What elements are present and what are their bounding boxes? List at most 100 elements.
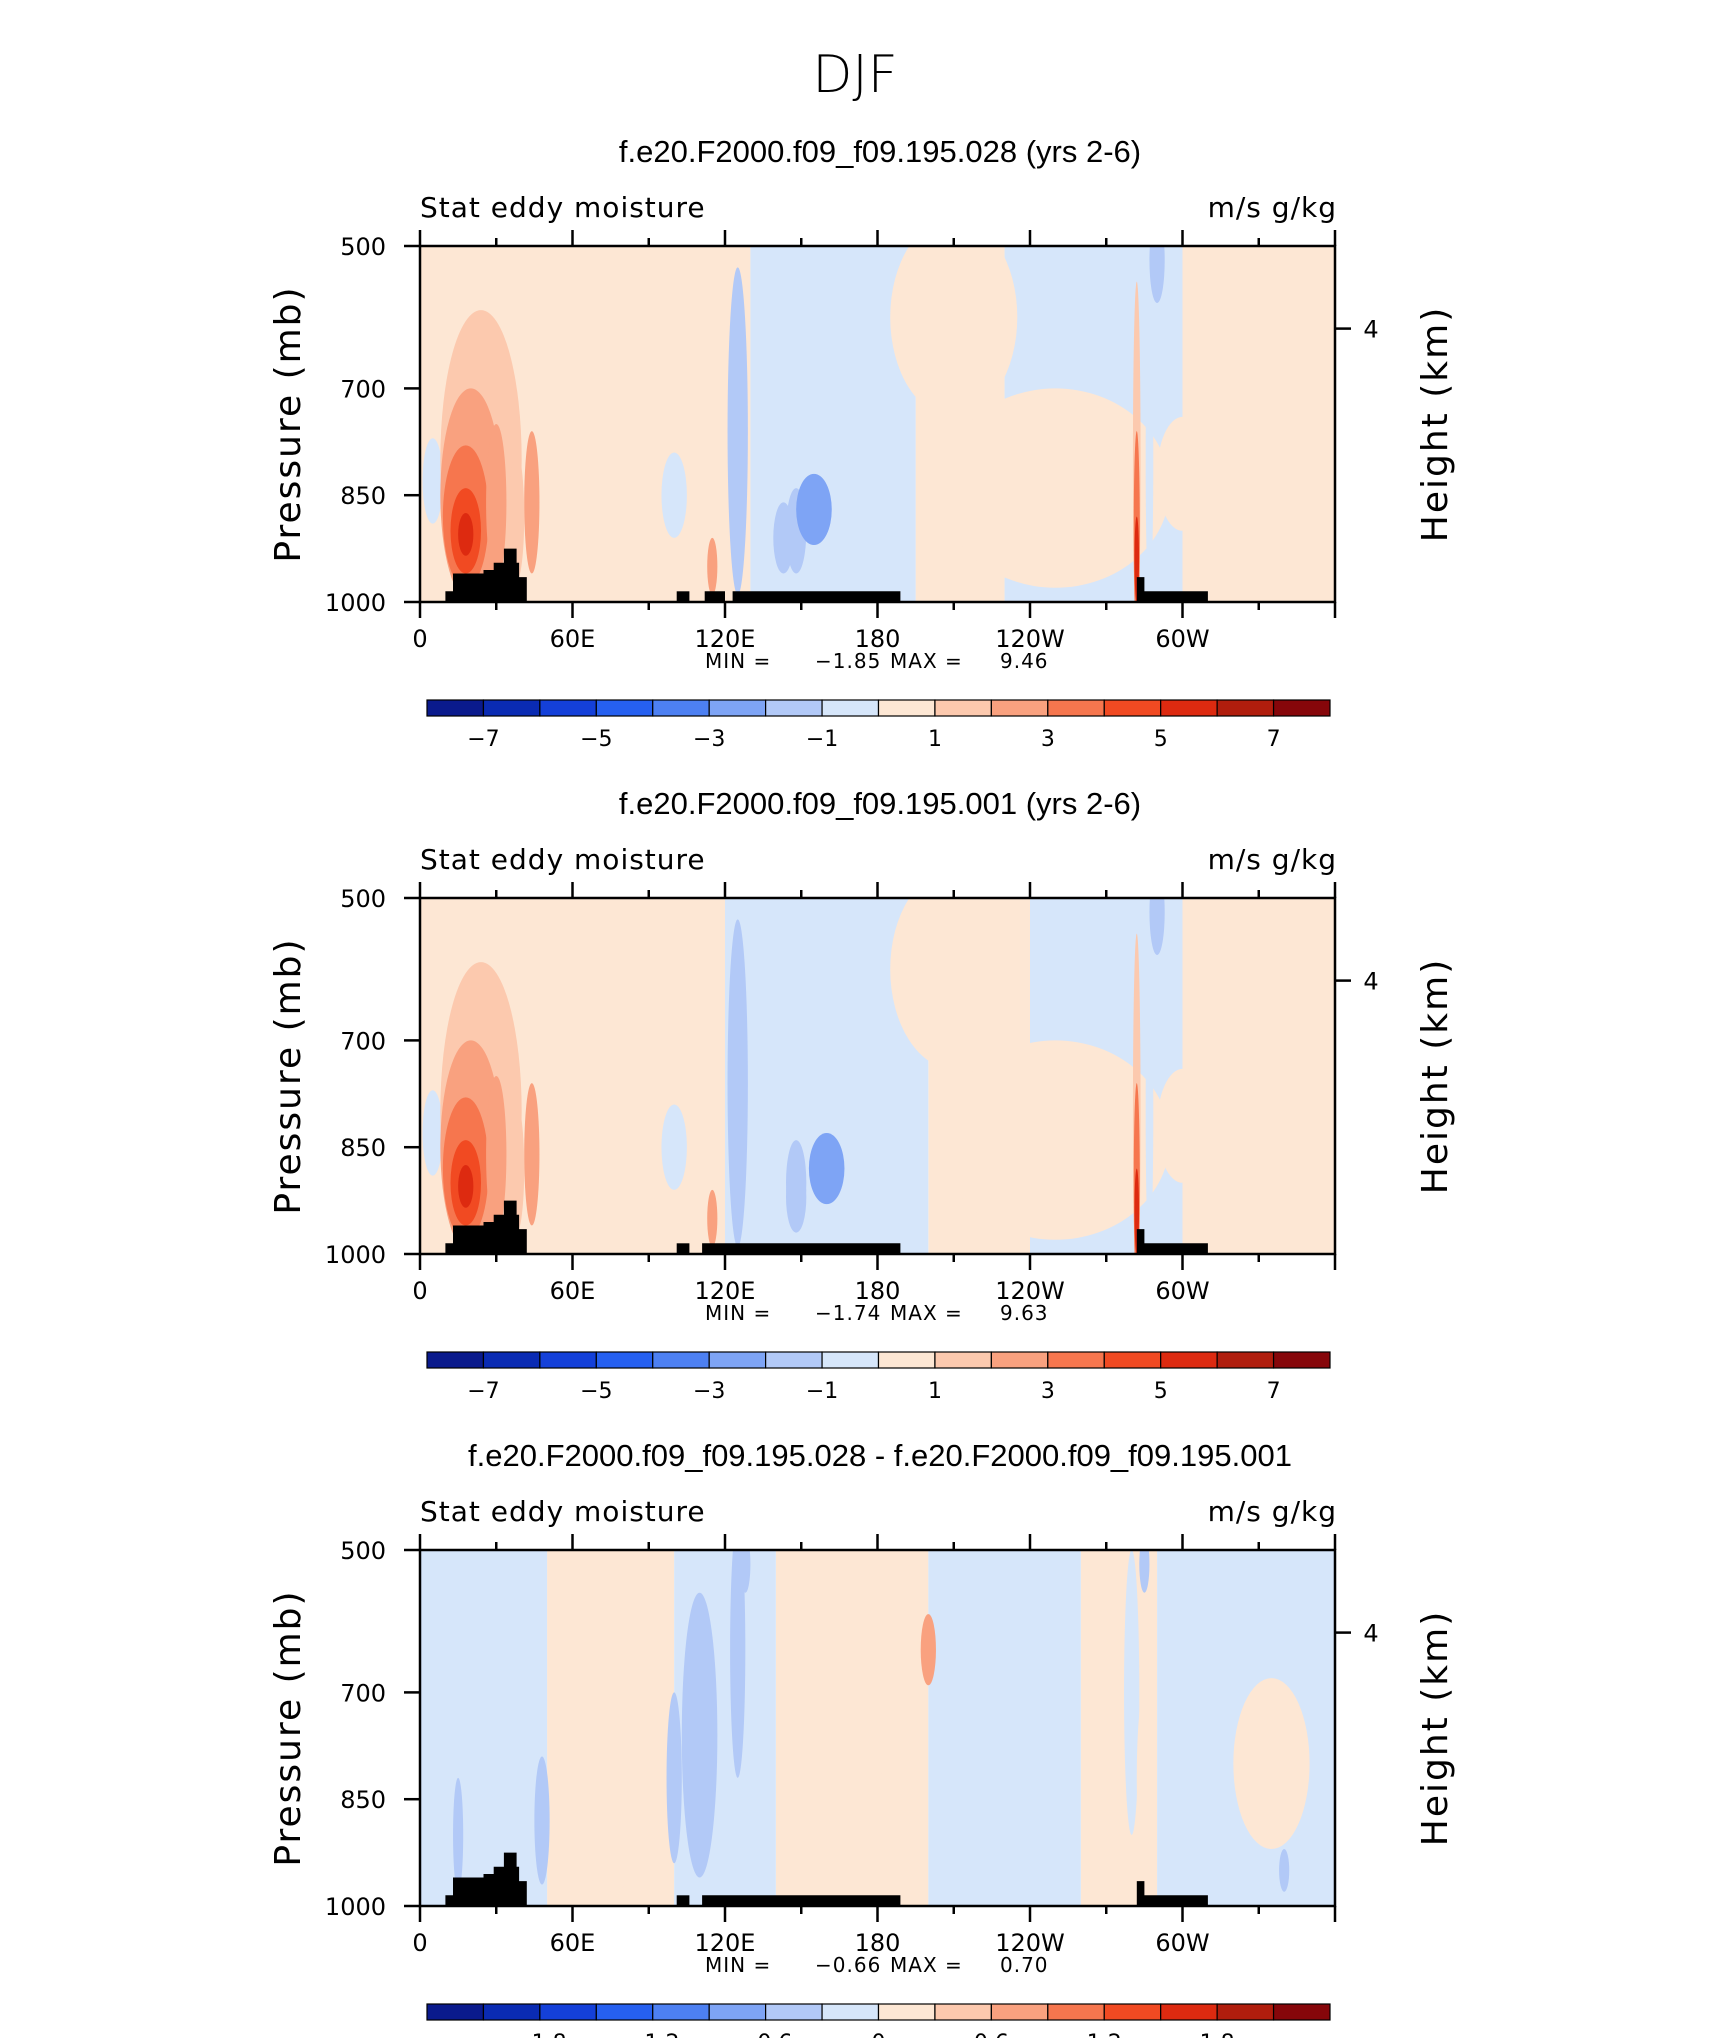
y-axis-label: Pressure (mb) (268, 1589, 309, 1866)
x-tick-label: 0 (412, 625, 427, 653)
negative-contour (727, 267, 748, 595)
colorbar-label: 7 (1267, 1379, 1281, 1404)
contour-field (420, 246, 1335, 602)
chart-panel-1: f.e20.F2000.f09_f09.195.028 (yrs 2-6) Sta… (268, 134, 1456, 752)
positive-contour (580, 1777, 642, 1892)
colorbar-label: −3 (693, 727, 725, 752)
negative-contour (773, 502, 794, 574)
colorbar-box (990, 699, 1049, 717)
colorbar-box (1160, 2003, 1218, 2021)
panel-title: f.e20.F2000.f09_f09.195.028 (yrs 2-6) (619, 134, 1141, 169)
x-tick-label: 60W (1155, 1277, 1209, 1305)
negative-contour (661, 1104, 687, 1190)
positive-contour (1233, 1678, 1310, 1850)
negative-contour (422, 438, 443, 524)
colorbar-box (482, 2003, 541, 2021)
colorbar-box (877, 699, 936, 717)
colorbar-box (652, 2003, 710, 2021)
right-axis-label: Height (km) (1415, 958, 1456, 1194)
topography (1136, 1229, 1208, 1254)
variable-label: Stat eddy moisture (420, 1495, 706, 1528)
colorbar-label: −7 (467, 727, 499, 752)
x-tick-label: 120E (695, 1929, 756, 1957)
colorbar-box (765, 1351, 823, 1369)
colorbar-box (990, 2003, 1049, 2021)
colorbar-box (708, 2003, 767, 2021)
negative-contour (661, 452, 687, 538)
colorbar-box (539, 699, 597, 717)
colorbar-box (1047, 1351, 1105, 1369)
colorbar-box (1160, 1351, 1218, 1369)
colorbar-box (426, 2003, 485, 2021)
negative-contour (534, 1756, 550, 1885)
colorbar-box (1103, 2003, 1162, 2021)
colorbar-box (595, 699, 654, 717)
min-label: MIN = (705, 1953, 771, 1977)
max-label: MAX = (890, 1953, 963, 1977)
y-tick-label: 700 (340, 375, 386, 403)
colorbar-box (482, 1351, 541, 1369)
negative-contour (727, 919, 748, 1247)
y-tick-label: 850 (340, 1786, 386, 1814)
negative-contour (666, 1692, 682, 1864)
units-label: m/s g/kg (1208, 191, 1337, 224)
x-tick-label: 120W (995, 1929, 1065, 1957)
colorbar-label: 1.8 (1200, 2031, 1235, 2038)
colorbar-box (934, 1351, 992, 1369)
x-tick-label: 60W (1155, 1929, 1209, 1957)
colorbar-box (1272, 1351, 1331, 1369)
x-tick-label: 120W (995, 1277, 1065, 1305)
positive-contour (707, 537, 718, 595)
topography (1136, 577, 1208, 602)
colorbar-box (708, 699, 767, 717)
minimum-contour (808, 1132, 845, 1205)
negative-contour (453, 1777, 464, 1892)
colorbar-label: 1 (928, 727, 942, 752)
max-label: MAX = (890, 1301, 963, 1325)
max-label: MAX = (890, 649, 963, 673)
colorbar-label: 0 (872, 2031, 886, 2038)
positive-contour (941, 388, 1170, 588)
topography (676, 1243, 690, 1254)
y-tick-label: 500 (340, 233, 386, 261)
y-tick-label: 500 (340, 885, 386, 913)
min-value: −1.74 (815, 1301, 881, 1325)
colorbar-label: −5 (580, 727, 612, 752)
colorbar-label: −7 (467, 1379, 499, 1404)
right-axis-label: Height (km) (1415, 1610, 1456, 1846)
colorbar-box (765, 2003, 823, 2021)
colorbar-label: −5 (580, 1379, 612, 1404)
negative-contour (1139, 1550, 1150, 1593)
colorbar-label: 7 (1267, 727, 1281, 752)
negative-contour (786, 1161, 807, 1233)
negative-contour (1279, 1849, 1290, 1892)
contour-field (420, 898, 1335, 1254)
maximum-contour (920, 1614, 936, 1686)
colorbar-box (1103, 1351, 1162, 1369)
colorbar-box (821, 699, 880, 717)
positive-contour (1157, 416, 1208, 531)
x-tick-label: 180 (855, 1929, 901, 1957)
positive-region (1182, 246, 1335, 602)
y-axis-label: Pressure (mb) (268, 285, 309, 562)
topography (445, 1200, 527, 1254)
colorbar-label: 0.6 (974, 2031, 1009, 2038)
colorbar-box (1047, 2003, 1105, 2021)
right-tick-label: 4 (1363, 316, 1378, 344)
chart-panel-3: f.e20.F2000.f09_f09.195.028 - f.e20.F200… (268, 1438, 1456, 2038)
colorbar-box (595, 1351, 654, 1369)
positive-contour (890, 898, 1018, 1069)
minimum-contour (796, 473, 832, 546)
y-tick-label: 850 (340, 1134, 386, 1162)
colorbar-label: −1 (806, 1379, 838, 1404)
positive-contour (1157, 1068, 1208, 1183)
right-tick-label: 4 (1363, 1620, 1378, 1648)
colorbar-box (1216, 699, 1275, 717)
y-tick-label: 1000 (325, 1241, 386, 1269)
positive-contour (486, 424, 507, 581)
colorbar-box (990, 1351, 1049, 1369)
negative-contour (1149, 898, 1165, 955)
negative-region (928, 1550, 1081, 1906)
x-tick-label: 0 (412, 1277, 427, 1305)
